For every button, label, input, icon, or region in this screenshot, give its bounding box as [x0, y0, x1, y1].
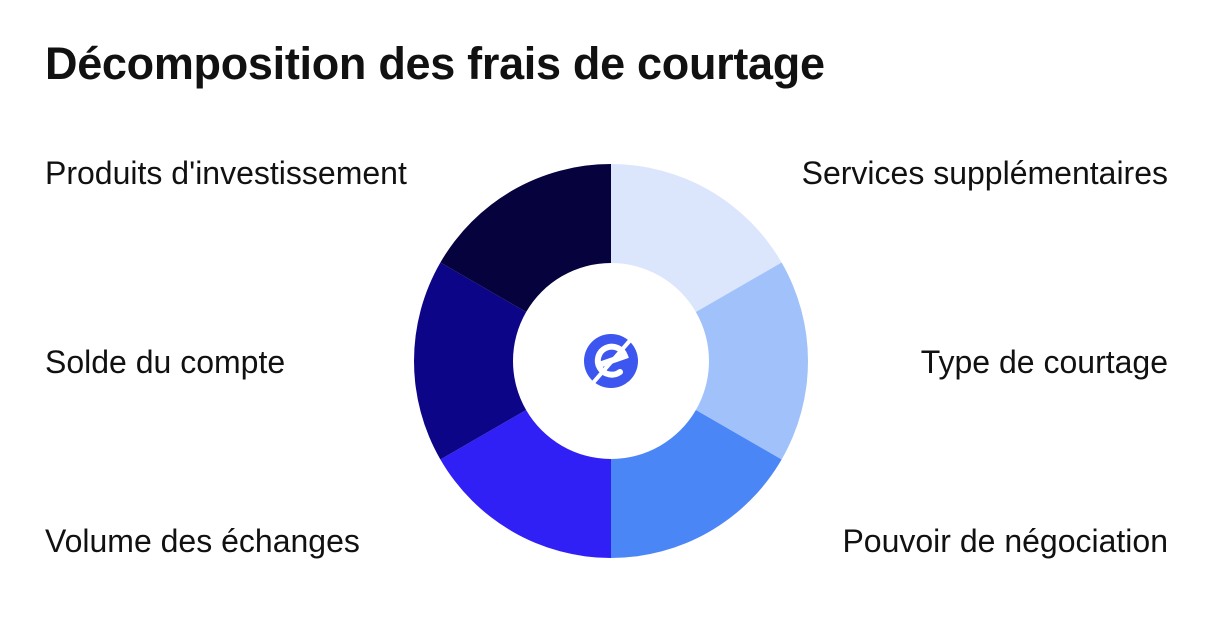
segment-produits-investissement [440, 164, 611, 312]
segment-label-services-supplementaires: Services supplémentaires [801, 155, 1168, 191]
donut-segments [414, 164, 808, 558]
page-title: Décomposition des frais de courtage [45, 38, 825, 89]
segment-label-volume-echanges: Volume des échanges [45, 523, 360, 559]
segment-label-pouvoir-negociation: Pouvoir de négociation [842, 523, 1168, 559]
segment-label-type-courtage: Type de courtage [920, 344, 1168, 380]
segment-volume-echanges [440, 410, 611, 558]
segment-services-supplementaires [611, 164, 782, 312]
segment-label-solde-compte: Solde du compte [45, 344, 286, 380]
segment-solde-compte [414, 262, 527, 460]
segment-label-produits-investissement: Produits d'investissement [45, 155, 407, 191]
e-logo-icon [584, 334, 638, 388]
segment-pouvoir-negociation [611, 410, 782, 558]
segment-type-courtage [695, 262, 808, 460]
